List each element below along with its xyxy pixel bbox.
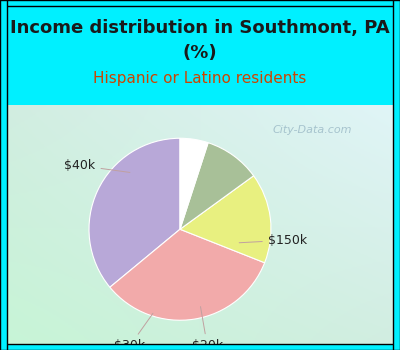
Text: Hispanic or Latino residents: Hispanic or Latino residents: [93, 71, 307, 86]
FancyBboxPatch shape: [0, 0, 400, 6]
FancyBboxPatch shape: [393, 0, 400, 350]
FancyBboxPatch shape: [0, 0, 7, 350]
Wedge shape: [180, 138, 208, 229]
FancyBboxPatch shape: [0, 344, 400, 350]
Text: $20k: $20k: [192, 307, 223, 350]
Text: Income distribution in Southmont, PA: Income distribution in Southmont, PA: [10, 19, 390, 37]
Text: $30k: $30k: [114, 313, 153, 350]
Text: (%): (%): [183, 44, 217, 62]
Text: $40k: $40k: [64, 159, 130, 173]
Text: $150k: $150k: [239, 234, 307, 247]
Wedge shape: [180, 143, 254, 229]
Wedge shape: [89, 138, 180, 287]
Text: City-Data.com: City-Data.com: [272, 125, 352, 135]
Wedge shape: [110, 229, 265, 320]
Wedge shape: [180, 176, 271, 263]
